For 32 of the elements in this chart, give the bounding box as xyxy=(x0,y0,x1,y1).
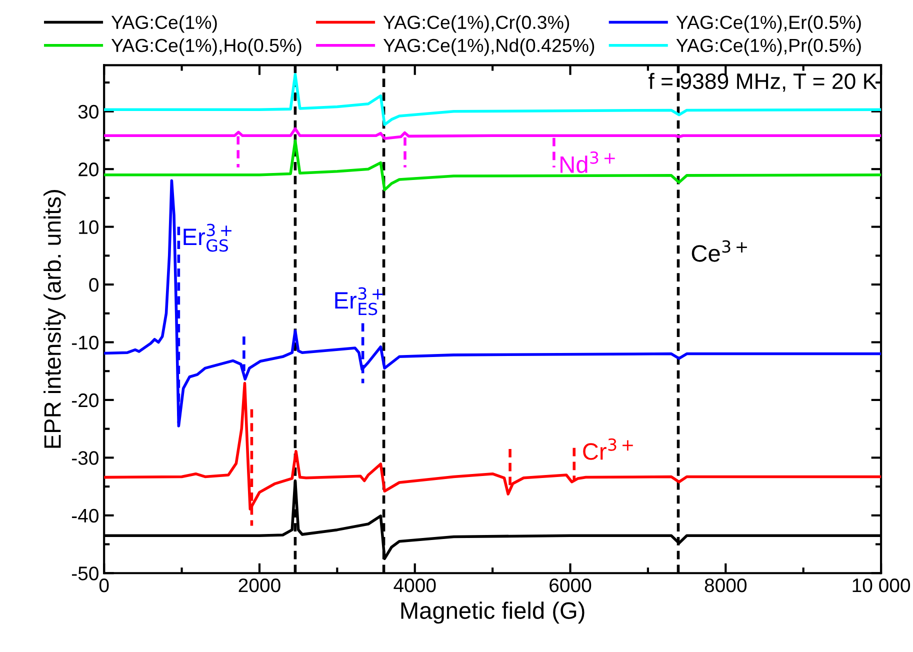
x-tick-label: 2000 xyxy=(238,578,280,592)
y-tick-label: -20 xyxy=(72,393,98,408)
line-series xyxy=(104,179,882,428)
y-tick-label: -50 xyxy=(72,566,98,580)
x-tick-label: 0 xyxy=(99,578,109,592)
legend-label: YAG:Ce(1%),Ho(0.5%) xyxy=(111,38,302,56)
y-tick-label: 0 xyxy=(89,278,98,292)
y-tick-label: -10 xyxy=(72,336,98,350)
y-tick-label: 20 xyxy=(78,162,98,176)
annotation: Cr$^{3+}$ xyxy=(583,438,633,460)
x-axis-title: Magnetic field (G) xyxy=(401,602,584,624)
annotation: f = 9389 MHz, T = 20 K xyxy=(648,72,877,92)
x-tick-label: 6000 xyxy=(550,578,592,592)
annotation: Ce$^{3+}$ xyxy=(692,240,747,262)
legend-label: YAG:Ce(1%),Nd(0.425%) xyxy=(383,38,594,56)
annotation: Er$^{3+}$$_{ES}$ xyxy=(335,287,383,316)
y-tick-label: -30 xyxy=(72,451,98,465)
legend-label: YAG:Ce(1%) xyxy=(111,15,217,33)
x-tick-label: 4000 xyxy=(394,578,436,592)
annotation: Er$^{3+}$$_{GS}$ xyxy=(184,224,232,252)
x-tick-label: 8000 xyxy=(704,578,747,592)
x-tick-label: 10 000 xyxy=(852,578,910,592)
legend-label: YAG:Ce(1%),Pr(0.5%) xyxy=(676,38,861,56)
y-tick-label: -40 xyxy=(72,508,98,523)
line-series xyxy=(104,139,882,192)
legend-label: YAG:Ce(1%),Cr(0.3%) xyxy=(383,15,570,33)
annotation: Nd$^{3+}$ xyxy=(560,151,615,173)
y-tick-label: 30 xyxy=(78,104,98,119)
y-axis-title: EPR intensity (arb. units) xyxy=(44,190,66,448)
line-series xyxy=(104,73,882,126)
y-tick-label: 10 xyxy=(79,220,98,234)
legend-label: YAG:Ce(1%),Er(0.5%) xyxy=(676,15,861,33)
